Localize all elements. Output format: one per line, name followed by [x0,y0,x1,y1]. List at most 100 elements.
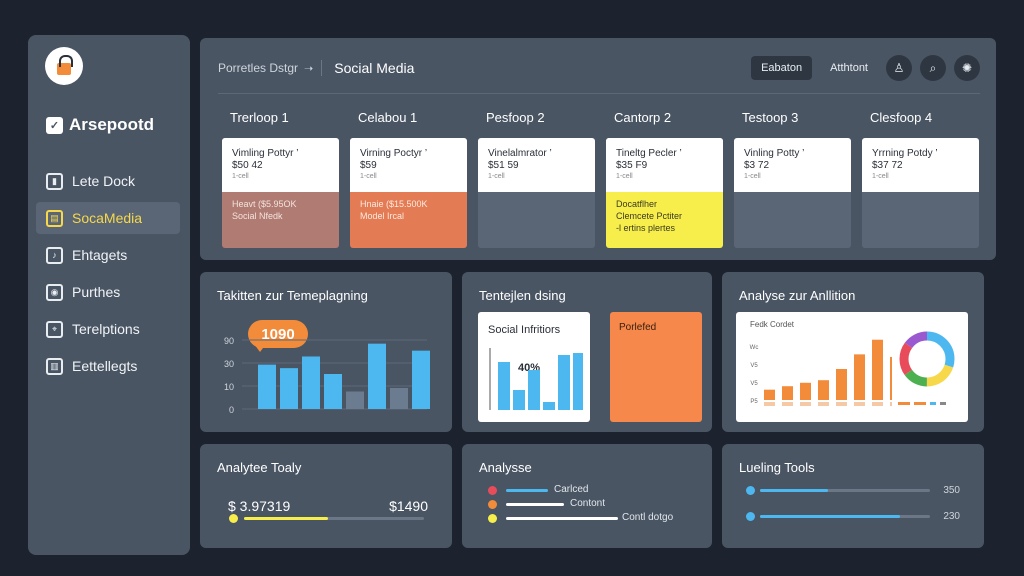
brand: ✓ Arsepootd [46,115,154,135]
card-meta: 1-cell [360,173,377,180]
panel-anllition: Analyse zur Anllition Fedk Cordet Wc V5 V5… [722,272,984,432]
atthtont-button[interactable]: Atthtont [830,62,868,74]
bar [800,382,811,400]
column-header[interactable]: Clesfoop 4 [870,110,933,125]
bar [872,339,883,400]
panel-title: Analysse [479,460,532,475]
bar-chart-3: Wc V5 V5 P5 [750,339,892,406]
progress-track [244,517,424,520]
music-icon: ♪ [46,246,63,264]
panel-title: Tentejlen dsing [479,288,566,303]
bar-base [854,402,865,406]
card-bottom: Hnaie ($15.500K Model Ircal [350,192,467,248]
y-tick-label: V5 [750,381,758,387]
bar [513,390,525,410]
orange-dot [488,500,497,509]
card-note: -l ertins plertes [616,223,676,233]
brand-name: Arsepootd [69,115,154,134]
bar [558,355,570,410]
sidebar-item-label: SocaMedia [72,210,143,226]
bar [302,356,320,409]
settings-icon[interactable]: ✺ [954,55,980,81]
card-price: $50 42 [232,160,263,171]
pie-slice [899,331,955,387]
sidebar-item-6[interactable]: ▥ Eettellegts [36,350,180,382]
orange-card: Porlefed [610,312,702,422]
legend-bar [506,517,618,520]
sidebar-item-1[interactable]: ▮ Lete Dock [36,165,180,197]
card-bottom [862,192,979,248]
card-meta: 1-cell [616,173,633,180]
panel-title: Analytee Toaly [217,460,302,475]
breadcrumb[interactable]: Porretles Dstgr [218,61,299,75]
bar-base [800,402,811,406]
board-column: Trerloop 1 Vimling Pottyr ’ $50 42 1-cell He… [222,110,339,248]
column-header[interactable]: Trerloop 1 [230,110,289,125]
card-note: Model Ircal [360,211,405,221]
sidebar-item-label: Eettellegts [72,358,138,374]
board-card[interactable]: Vimling Pottyr ’ $50 42 1-cell Heavt ($5.95… [222,138,339,248]
card-bottom: Docatflher Clemcete Pctiter -l ertins pler… [606,192,723,248]
panel-lueling-tools: Lueling Tools 350 230 [722,444,984,548]
top-actions: Eabaton Atthtont ♙ ⌕ ✺ [751,55,980,81]
bar [543,402,555,410]
sidebar-item-2[interactable]: ▤ SocaMedia [36,202,180,234]
panel-title: Takitten zur Temeplagning [217,288,368,303]
panel-analysse: Analysse Carlced Contont Contl dotgo [462,444,712,548]
bar [528,370,540,410]
yellow-dot [488,514,497,523]
folder-icon: ▮ [46,172,63,190]
board-card[interactable]: Tineltg Pecler ’ $35 F9 1-cell Docatflher Cl… [606,138,723,248]
card-top: Vimling Pottyr ’ $50 42 1-cell [222,138,339,192]
bird-icon: ✓ [46,116,63,134]
analysis-card: Fedk Cordet Wc V5 V5 P5 [736,312,968,422]
social-card: Social Infritiors 40% [478,312,590,422]
user-avatar[interactable] [45,47,83,85]
board-card[interactable]: Virning Poctyr ’ $59 1-cell Hnaie ($15.500K… [350,138,467,248]
legend-label: Carlced [554,484,589,495]
board-card[interactable]: Vinelalmrator ’ $51 59 1-cell [478,138,595,248]
sidebar-item-5[interactable]: ⌖ Terelptions [36,313,180,345]
board-column: Celabou 1 Virning Poctyr ’ $59 1-cell Hnaie … [350,110,467,248]
location-pin-icon: ⌖ [46,320,63,338]
card-top: Vinelalmrator ’ $51 59 1-cell [478,138,595,192]
card-bottom: Heavt ($5.95OK Social Nfedk [222,192,339,248]
column-header[interactable]: Pesfoop 2 [486,110,545,125]
card-meta: 1-cell [872,173,889,180]
sidebar-item-4[interactable]: ◉ Purthes [36,276,180,308]
bar-base [872,402,883,406]
yellow-dot [229,514,238,523]
chevron-right-icon: ➝ [304,62,314,75]
progress-value: 230 [943,511,960,522]
sidebar-nav: ▮ Lete Dock ▤ SocaMedia ♪ Ehtagets ◉ Purthes ⌖ Te… [36,165,180,387]
chart-icon: ▥ [46,357,63,375]
card-note: Heavt ($5.95OK [232,199,297,209]
sidebar: ✓ Arsepootd ▮ Lete Dock ▤ SocaMedia ♪ Ehtaget… [28,35,190,555]
panel-tentejlen: Tentejlen dsing Social Infritiors 40% Po… [462,272,712,432]
bar [258,364,276,409]
panel-title: Lueling Tools [739,460,815,475]
bar [890,356,892,400]
board-card[interactable]: Yrrning Potdy ’ $37 72 1-cell [862,138,979,248]
blue-dot [746,512,755,521]
board-card[interactable]: Vinling Potty ’ $3 72 1-cell [734,138,851,248]
orange-card-label: Porlefed [619,322,657,333]
bar-base [836,402,847,406]
y-tick-label: 0 [229,405,234,415]
sidebar-item-label: Terelptions [72,321,140,337]
y-tick-label: 30 [224,359,234,369]
eabaton-button[interactable]: Eabaton [751,56,813,80]
column-header[interactable]: Testoop 3 [742,110,799,125]
column-header[interactable]: Cantorp 2 [614,110,672,125]
board-column: Testoop 3 Vinling Potty ’ $3 72 1-cell [734,110,851,248]
bar [346,391,364,409]
search-icon[interactable]: ⌕ [920,55,946,81]
sidebar-item-3[interactable]: ♪ Ehtagets [36,239,180,271]
column-header[interactable]: Celabou 1 [358,110,418,125]
bar [782,386,793,400]
panel-title: Analyse zur Anllition [739,288,856,303]
user-icon[interactable]: ♙ [886,55,912,81]
card-note: Docatflher [616,199,658,209]
bar [854,354,865,400]
progress-value: 350 [943,485,960,496]
